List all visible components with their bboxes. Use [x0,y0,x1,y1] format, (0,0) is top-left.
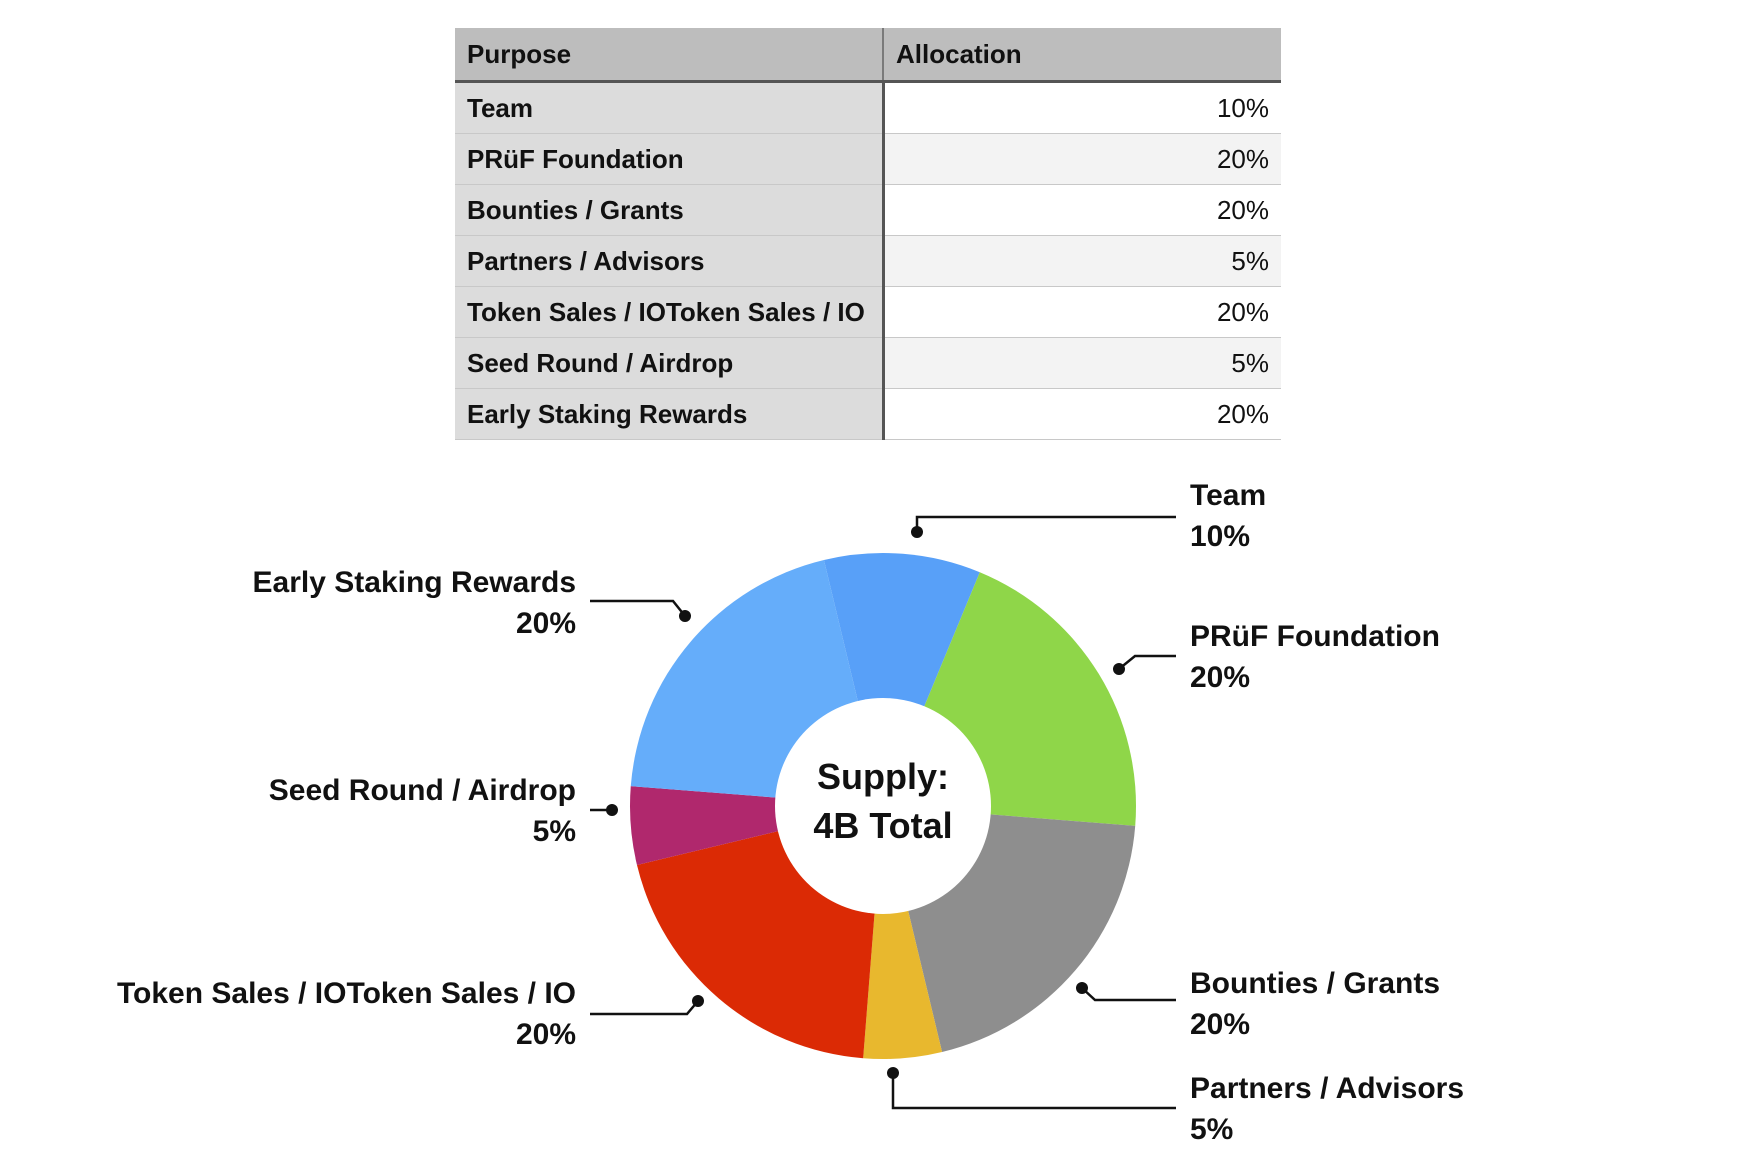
slice-value-bounties-grants: 20% [1190,1008,1250,1041]
slice-label-partners-advisors: Partners / Advisors [1190,1072,1464,1105]
callout-dot-seed-round-airdrop [606,804,618,816]
callout-line-partners-advisors [893,1073,1176,1108]
callout-dot-token-sales-iotoken-sales-io [692,995,704,1007]
callout-line-token-sales-iotoken-sales-io [590,1001,698,1014]
slice-value-team: 10% [1190,520,1250,553]
callout-line-early-staking-rewards [590,601,685,616]
slice-value-token-sales-iotoken-sales-io: 20% [516,1018,576,1051]
callout-dot-bounties-grants [1076,982,1088,994]
slice-value-pr-f-foundation: 20% [1190,661,1250,694]
slice-value-partners-advisors: 5% [1190,1113,1233,1146]
slice-label-early-staking-rewards: Early Staking Rewards [253,566,576,599]
callout-dot-early-staking-rewards [679,610,691,622]
slice-value-early-staking-rewards: 20% [516,607,576,640]
callout-dot-pr-f-foundation [1113,663,1125,675]
center-label-line-1: Supply: [817,756,949,797]
callout-dot-team [911,526,923,538]
callout-dot-partners-advisors [887,1067,899,1079]
slice-label-team: Team [1190,479,1266,512]
slice-label-token-sales-iotoken-sales-io: Token Sales / IOToken Sales / IO [117,977,576,1010]
slice-label-bounties-grants: Bounties / Grants [1190,967,1440,1000]
callout-line-bounties-grants [1082,988,1176,1000]
slice-label-seed-round-airdrop: Seed Round / Airdrop [269,774,576,807]
callout-line-pr-f-foundation [1119,656,1176,669]
slice-label-pr-f-foundation: PRüF Foundation [1190,620,1440,653]
center-label-line-2: 4B Total [813,805,952,846]
slice-value-seed-round-airdrop: 5% [533,815,576,848]
callout-line-team [917,517,1176,532]
